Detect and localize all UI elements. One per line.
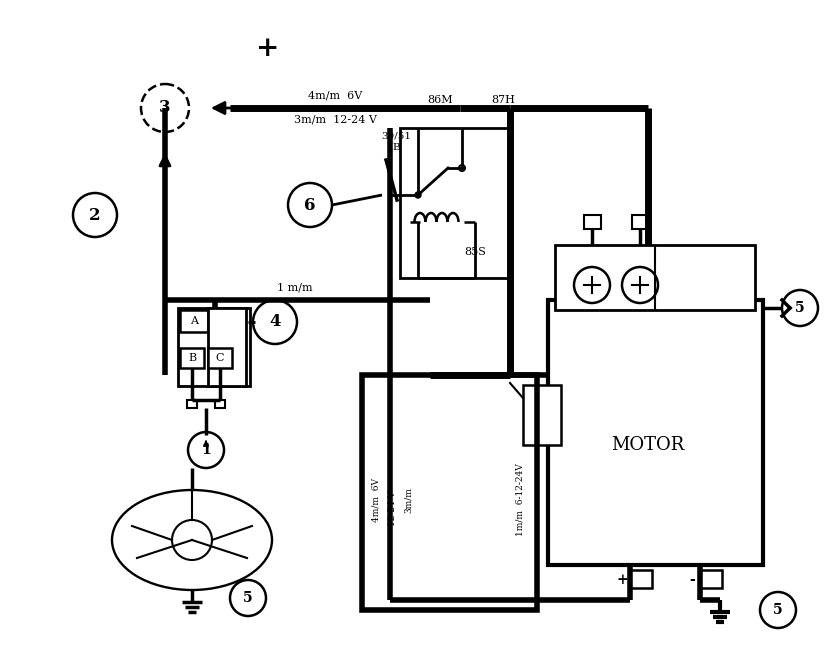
Text: 4: 4 <box>269 313 281 330</box>
Bar <box>584 215 601 229</box>
Text: 5: 5 <box>773 603 783 617</box>
Text: 5: 5 <box>243 591 253 605</box>
Bar <box>215 400 225 408</box>
Text: 1 m/m: 1 m/m <box>277 283 313 293</box>
Bar <box>632 215 649 229</box>
Bar <box>523 385 561 445</box>
Text: 4m/m  6V: 4m/m 6V <box>372 478 381 522</box>
Bar <box>700 570 722 588</box>
Text: 3m/m  12-24 V: 3m/m 12-24 V <box>293 115 377 125</box>
Bar <box>208 348 232 368</box>
Text: -: - <box>689 573 695 587</box>
Text: 1: 1 <box>201 443 211 457</box>
Bar <box>400 128 510 278</box>
Text: 5: 5 <box>795 301 805 315</box>
Bar <box>548 300 763 565</box>
Bar <box>555 245 755 310</box>
Text: 2: 2 <box>89 207 101 224</box>
Text: 85S: 85S <box>464 247 486 257</box>
Text: 3: 3 <box>159 99 171 116</box>
Text: 4m/m  6V: 4m/m 6V <box>308 90 362 100</box>
Text: 12-24 V: 12-24 V <box>388 490 397 526</box>
Text: 1m/m  6-12-24V: 1m/m 6-12-24V <box>516 464 525 536</box>
Text: +: + <box>616 573 628 587</box>
Text: C: C <box>216 353 224 363</box>
Text: 30/51
B: 30/51 B <box>381 132 411 152</box>
Text: 6: 6 <box>304 196 316 213</box>
Text: A: A <box>190 316 198 326</box>
Bar <box>208 308 246 386</box>
Bar <box>178 308 250 386</box>
Text: 3m/m: 3m/m <box>404 487 413 513</box>
Circle shape <box>415 192 421 198</box>
Bar <box>630 570 652 588</box>
Bar <box>362 375 537 610</box>
Text: +: + <box>256 35 279 61</box>
Bar <box>180 310 208 332</box>
Bar <box>187 400 197 408</box>
Text: MOTOR: MOTOR <box>611 436 685 454</box>
Bar <box>180 348 204 368</box>
Text: 86M: 86M <box>427 95 453 105</box>
Text: B: B <box>188 353 196 363</box>
Text: 87H: 87H <box>491 95 515 105</box>
